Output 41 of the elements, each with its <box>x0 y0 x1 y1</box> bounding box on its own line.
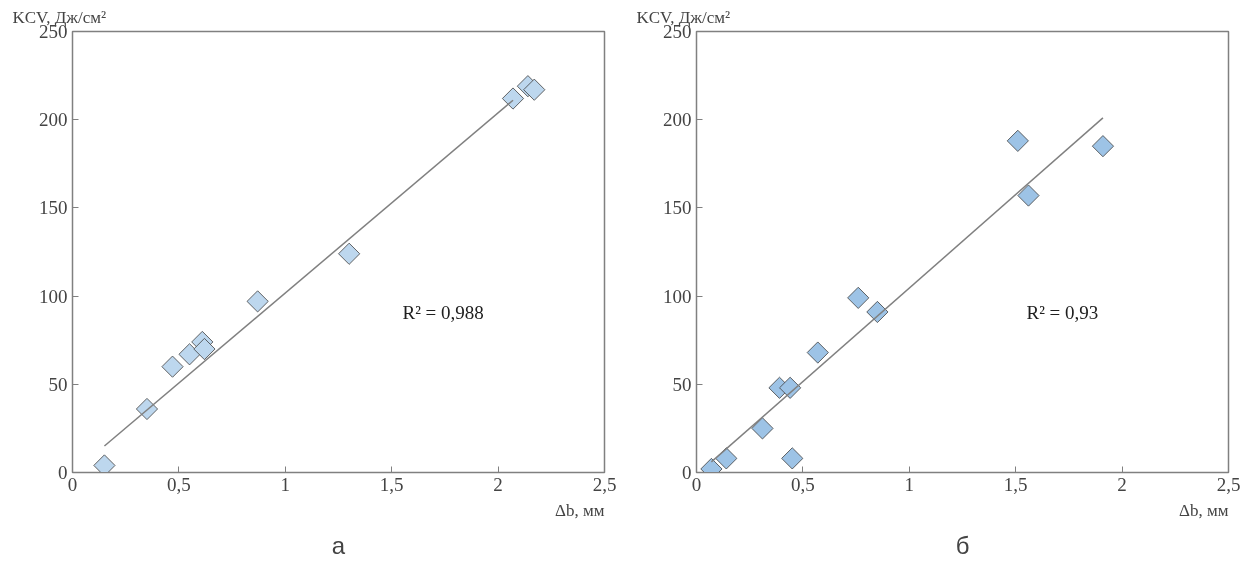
point <box>781 447 804 470</box>
point <box>847 286 870 309</box>
x-tick-label: 1,5 <box>1003 473 1028 495</box>
point <box>1091 135 1114 158</box>
point <box>523 78 546 101</box>
point <box>715 447 738 470</box>
x-axis-title: Δb, мм <box>1179 500 1229 520</box>
point <box>751 417 774 440</box>
text: б <box>955 531 970 559</box>
point <box>178 343 201 366</box>
point <box>135 397 158 420</box>
x-tick-label: 2,5 <box>592 473 617 495</box>
x-tick-label: 1 <box>280 473 291 495</box>
annotation: R² = 0,93 <box>1026 301 1099 323</box>
point <box>246 290 269 313</box>
x-tick-label: 2,5 <box>1216 473 1241 495</box>
point <box>779 376 802 399</box>
point <box>161 355 184 378</box>
point <box>501 87 524 110</box>
point <box>338 242 361 265</box>
x-tick-label: 1 <box>904 473 915 495</box>
point <box>1017 184 1040 207</box>
y-tick-label: 50 <box>48 373 68 395</box>
y-tick-label: 100 <box>39 285 68 307</box>
point <box>806 341 829 364</box>
x-tick-label: 1,5 <box>379 473 404 495</box>
y-tick-label: 200 <box>663 109 692 131</box>
y-tick-label: 150 <box>663 197 692 219</box>
point <box>1006 129 1029 152</box>
y-tick-label: 200 <box>39 109 68 131</box>
point <box>193 338 216 361</box>
x-tick-label: 2 <box>493 473 503 495</box>
x-tick-label: 0,5 <box>791 473 815 495</box>
y-tick-label: 150 <box>39 197 68 219</box>
x-tick-label: 0,5 <box>167 473 191 495</box>
annotation: R² = 0,988 <box>402 301 484 323</box>
x-axis-title: Δb, мм <box>555 500 605 520</box>
text: а <box>331 531 346 559</box>
y-tick-label: 100 <box>663 285 692 307</box>
x-tick-label: 2 <box>1117 473 1127 495</box>
y-tick-label: 50 <box>672 373 692 395</box>
